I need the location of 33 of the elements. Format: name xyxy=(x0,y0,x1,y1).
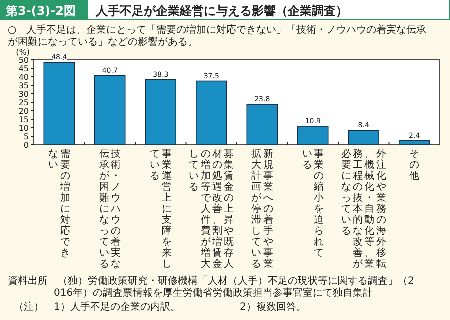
category-label: 技術・ノウハウの着実な伝承が困難になっている xyxy=(99,149,121,270)
y-tick-label: 30 xyxy=(18,90,29,99)
category-label: 事業運営上に支障を来している xyxy=(150,149,172,270)
y-tick-label: 20 xyxy=(18,107,29,116)
text: 資料出所 （独）労働政策研究・研修機構「人材（人手）不足の現状等に関する調査」（2016年）の調査票情報を厚生労働省労働政策担当参事官室にて独自集計 xyxy=(8,275,414,299)
chart-subtitle: ○ 人手不足は、企業にとって「需要の増加に対応できない」「技術・ノウハウの着実な伝承が困難になっている」などの影響がある。 xyxy=(8,24,427,48)
y-tick-label: 15 xyxy=(18,116,29,124)
text: 第3-(3)-2図 xyxy=(5,4,76,18)
y-tick-label: 5 xyxy=(24,132,29,142)
y-axis-title: (%) xyxy=(16,48,30,57)
bar xyxy=(44,62,75,146)
bar xyxy=(298,126,329,146)
bar xyxy=(399,140,430,146)
category-label: 事業の縮小を迫られている xyxy=(302,149,324,259)
y-tick-label: 10 xyxy=(18,124,29,133)
category-label: 外注化や業務の海外移転、機械化・自動化等、業務工程の抜本的な改善が必要になっている xyxy=(341,149,386,270)
bar xyxy=(348,130,380,146)
x-tick-label: その他 xyxy=(408,149,420,184)
y-tick-label: 50 xyxy=(18,56,29,65)
bar xyxy=(145,79,176,146)
bar xyxy=(196,80,228,146)
category-label: 募集賃金の上昇や既存人材の処遇改善、割増賃金の増加等で人件費が増大している xyxy=(189,149,234,270)
chart-title: 人手不足が企業経営に与える影響（企業調査） xyxy=(95,4,348,18)
text: （注） 1）人手不足の企業の内訳。 xyxy=(14,301,180,313)
bar xyxy=(246,104,278,146)
text: 2）複数回答。 xyxy=(240,301,306,313)
y-tick-label: 35 xyxy=(18,82,29,90)
bar xyxy=(94,75,126,146)
y-tick-label: 45 xyxy=(18,64,29,74)
y-tick-label: 25 xyxy=(18,98,29,108)
y-tick-label: 0 xyxy=(24,141,29,150)
category-label: 需要の増加に対応できない xyxy=(48,149,70,259)
y-tick-label: 40 xyxy=(18,73,29,82)
